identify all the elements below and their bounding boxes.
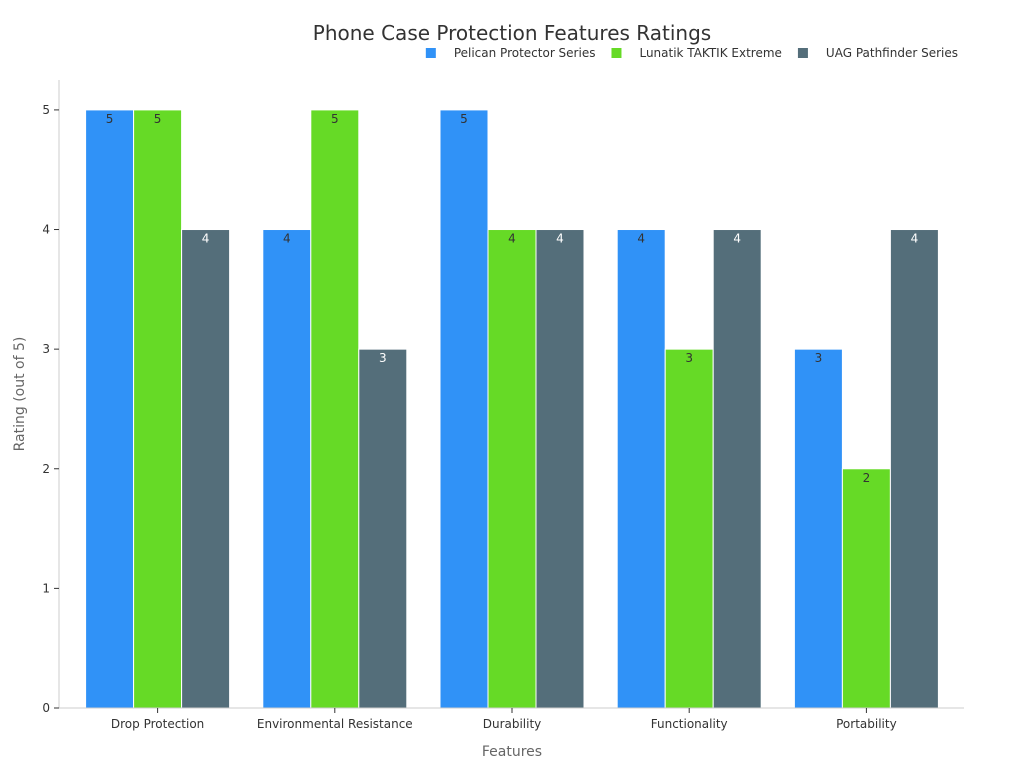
- plot-area: 5 5 4 4 5 3 5 4 4 4 3 4 3 2 4: [85, 109, 939, 709]
- legend: Pelican Protector Series Lunatik TAKTIK E…: [425, 46, 958, 60]
- bar-2-2: [310, 109, 360, 709]
- data-label: 5: [460, 112, 468, 126]
- y-tick-label: 3: [42, 342, 50, 356]
- data-label: 5: [331, 112, 339, 126]
- bar-2-4: [664, 348, 714, 709]
- data-label: 5: [106, 112, 114, 126]
- legend-label: Lunatik TAKTIK Extreme: [639, 46, 781, 60]
- legend-item-2[interactable]: Lunatik TAKTIK Extreme: [611, 46, 782, 60]
- x-tick-label: Environmental Resistance: [257, 717, 413, 731]
- bar-2-3: [487, 229, 537, 709]
- data-label: 5: [154, 112, 162, 126]
- x-tick-label: Functionality: [651, 717, 728, 731]
- bar-3-4: [712, 229, 762, 709]
- data-label: 3: [379, 351, 387, 365]
- bar-3-3: [535, 229, 585, 709]
- legend-item-1[interactable]: Pelican Protector Series: [425, 46, 596, 60]
- bar-2-1: [133, 109, 183, 709]
- y-axis-title: Rating (out of 5): [12, 337, 28, 452]
- data-label: 4: [733, 232, 741, 246]
- x-axis-ticks: Drop Protection Environmental Resistance D…: [111, 708, 897, 731]
- x-tick-label: Durability: [483, 717, 542, 731]
- bar-1-2: [262, 229, 312, 709]
- y-tick-label: 2: [42, 462, 50, 476]
- x-tick-label: Drop Protection: [111, 717, 204, 731]
- y-tick-label: 1: [42, 581, 50, 595]
- bar-1-1: [85, 109, 135, 709]
- x-axis-title: Features: [482, 744, 542, 760]
- y-tick-label: 0: [42, 701, 50, 715]
- data-label: 4: [911, 232, 919, 246]
- bar-2-5: [841, 468, 891, 709]
- bar-3-2: [358, 348, 408, 709]
- legend-swatch: [425, 48, 436, 58]
- bar-3-1: [181, 229, 231, 709]
- x-tick-label: Portability: [836, 717, 897, 731]
- legend-label: UAG Pathfinder Series: [826, 46, 958, 60]
- data-label: 4: [637, 232, 645, 246]
- chart-title: Phone Case Protection Features Ratings: [313, 21, 711, 45]
- bar-1-4: [616, 229, 666, 709]
- data-label: 4: [283, 232, 291, 246]
- bar-1-3: [439, 109, 489, 709]
- legend-swatch: [611, 48, 622, 58]
- data-label: 4: [556, 232, 564, 246]
- y-tick-label: 4: [42, 223, 50, 237]
- data-label: 3: [815, 351, 823, 365]
- data-label: 4: [202, 232, 210, 246]
- legend-swatch: [797, 48, 808, 58]
- y-tick-label: 5: [42, 103, 50, 117]
- bar-3-5: [889, 229, 939, 709]
- y-axis-ticks: 0 1 2 3 4 5: [42, 103, 59, 715]
- data-label: 3: [685, 351, 693, 365]
- bar-1-5: [793, 348, 843, 709]
- legend-item-3[interactable]: UAG Pathfinder Series: [797, 46, 958, 60]
- data-label: 4: [508, 232, 516, 246]
- data-label: 2: [863, 471, 871, 485]
- legend-label: Pelican Protector Series: [454, 46, 596, 60]
